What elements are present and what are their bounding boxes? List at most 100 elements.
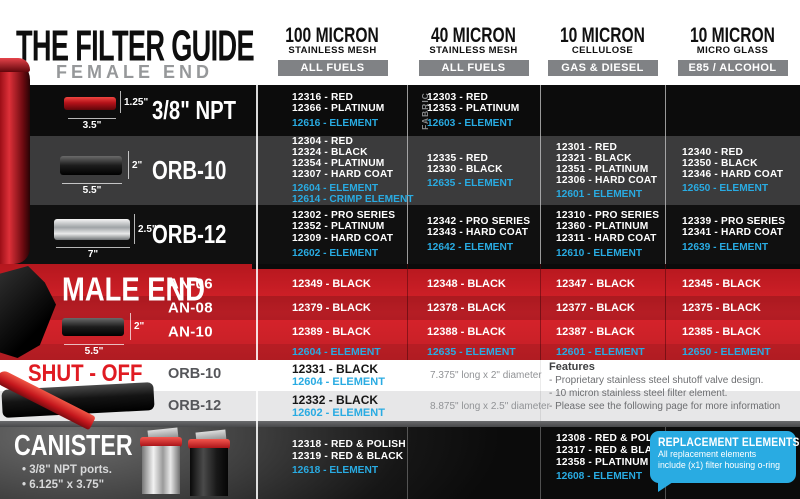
part-number: 12388 - BLACK bbox=[427, 326, 506, 338]
column-micron: 10 MICRON bbox=[690, 24, 775, 48]
row-label: ORB-10 bbox=[152, 155, 227, 185]
fabric-note: FABRIC bbox=[419, 91, 430, 130]
row-orb10: 2" 5.5" ORB-10 12304 - RED 12324 - BLACK 1… bbox=[0, 136, 800, 205]
dim-height-label: 1.25" bbox=[120, 91, 148, 113]
column-divider bbox=[407, 205, 408, 264]
element-numbers: 12616 - ELEMENT bbox=[292, 117, 379, 129]
replacement-body: All replacement elements bbox=[658, 449, 757, 460]
red-filter-photo bbox=[0, 58, 30, 264]
filter-body-image bbox=[64, 97, 116, 110]
column-header-10-micron-cellulose: 10 MICRON CELLULOSE GAS & DIESEL bbox=[540, 24, 665, 76]
section-separator bbox=[252, 264, 800, 269]
part-numbers: 12342 - PRO SERIES 12343 - HARD COAT bbox=[427, 215, 531, 239]
part-numbers: 12301 - RED 12321 - BLACK 12351 - PLATINUM… bbox=[556, 141, 658, 186]
filter-body-image bbox=[60, 156, 122, 175]
section-separator bbox=[0, 421, 800, 427]
cell-shutoff-orb12: 12332 - BLACK 12602 - ELEMENT bbox=[292, 391, 385, 421]
features-block: Features - Proprietary stainless steel s… bbox=[549, 361, 799, 413]
filter-body-image bbox=[62, 318, 124, 336]
part-number: 12377 - BLACK bbox=[556, 302, 635, 314]
column-micron: 40 MICRON bbox=[431, 24, 516, 48]
dim-height-label: 2.5" bbox=[134, 214, 157, 244]
part-number: 12349 - BLACK bbox=[292, 278, 371, 290]
column-divider bbox=[540, 391, 541, 421]
part-number: 12387 - BLACK bbox=[556, 326, 635, 338]
column-header-100-micron: 100 MICRON STAINLESS MESH ALL FUELS bbox=[258, 24, 407, 76]
orb12-filter-image: 2.5" 7" bbox=[40, 205, 190, 264]
cell-npt-40micron: FABRIC 12303 - RED 12353 - PLATINUM 12603… bbox=[407, 85, 540, 136]
row-an06: AN-06 12349 - BLACK 12348 - BLACK 12347 … bbox=[0, 272, 800, 296]
replacement-elements-callout: REPLACEMENT ELEMENTS All replacement ele… bbox=[650, 431, 800, 492]
element-numbers: 12639 - ELEMENT bbox=[682, 241, 769, 253]
page-title: THE FILTER GUIDE bbox=[16, 22, 255, 71]
cell-orb10-40micron: 12335 - RED 12330 - BLACK 12635 - ELEMENT bbox=[407, 136, 540, 205]
cell-npt-100micron: 12316 - RED 12366 - PLATINUM 12616 - ELEM… bbox=[258, 85, 407, 136]
row-label: ORB-12 bbox=[152, 219, 227, 249]
column-divider bbox=[407, 85, 408, 136]
row-label: AN-08 bbox=[168, 299, 213, 317]
canister-section: CANISTER • 3/8" NPT ports. • 6.125" x 3.7… bbox=[0, 427, 800, 499]
npt-filter-image: 1.25" 3.5" bbox=[50, 85, 180, 136]
dim-height-label: 2" bbox=[130, 313, 144, 340]
part-number: 12348 - BLACK bbox=[427, 278, 506, 290]
cell-canister-100micron: 12318 - RED & POLISH 12319 - RED & BLACK … bbox=[258, 427, 407, 489]
cell-shutoff-orb10: 12331 - BLACK 12604 - ELEMENT bbox=[292, 360, 385, 391]
element-numbers: 12608 - ELEMENT bbox=[556, 471, 643, 483]
part-number: 12385 - BLACK bbox=[682, 326, 761, 338]
male-filter-image: 2" 5.5" bbox=[48, 300, 188, 358]
canister-cap-image bbox=[188, 439, 230, 449]
element-number: 12635 - ELEMENT bbox=[427, 346, 516, 358]
dim-length-label: 7" bbox=[56, 247, 130, 260]
part-number: 12332 - BLACK bbox=[292, 392, 379, 407]
column-media: STAINLESS MESH bbox=[288, 45, 377, 56]
element-numbers: 12601 - ELEMENT bbox=[556, 188, 643, 200]
column-media: CELLULOSE bbox=[571, 45, 634, 56]
part-number: 12331 - BLACK bbox=[292, 362, 379, 376]
column-header-40-micron: 40 MICRON STAINLESS MESH ALL FUELS bbox=[407, 24, 540, 76]
part-numbers: 12339 - PRO SERIES 12341 - HARD COAT bbox=[682, 215, 786, 239]
dim-height-label: 2" bbox=[128, 151, 142, 179]
column-divider bbox=[407, 136, 408, 205]
part-number: 12379 - BLACK bbox=[292, 302, 371, 314]
row-label: ORB-12 bbox=[168, 398, 222, 414]
part-number: 12389 - BLACK bbox=[292, 326, 371, 338]
cell-orb10-cellulose: 12301 - RED 12321 - BLACK 12351 - PLATINUM… bbox=[540, 136, 665, 205]
column-divider bbox=[407, 264, 408, 360]
element-number: 12604 - ELEMENT bbox=[292, 376, 385, 388]
row-38-npt: 1.25" 3.5" 3/8" NPT 12316 - RED 12366 - P… bbox=[0, 85, 800, 136]
part-numbers: 12340 - RED 12350 - BLACK 12346 - HARD COA… bbox=[682, 147, 784, 180]
column-divider bbox=[540, 205, 541, 264]
replacement-title: REPLACEMENT ELEMENTS bbox=[658, 437, 800, 449]
part-numbers: 12316 - RED 12366 - PLATINUM bbox=[292, 91, 385, 115]
element-numbers: 12618 - ELEMENT bbox=[292, 465, 379, 477]
male-end-title: MALE END bbox=[62, 270, 206, 308]
part-numbers: 12304 - RED 12324 - BLACK 12354 - PLATINUM… bbox=[292, 136, 394, 180]
column-divider bbox=[665, 85, 666, 136]
element-number: 12601 - ELEMENT bbox=[556, 346, 645, 358]
cell-canister-cellulose: 12308 - RED & POLISH 12317 - RED & BLACK 1… bbox=[540, 427, 670, 489]
cell-orb12-100micron: 12302 - PRO SERIES 12352 - PLATINUM 12309 … bbox=[258, 205, 407, 264]
dim-length-label: 5.5" bbox=[64, 344, 124, 357]
cell-orb12-40micron: 12342 - PRO SERIES 12343 - HARD COAT 1264… bbox=[407, 205, 540, 264]
size-note: 7.375" long x 2" diameter bbox=[430, 370, 542, 381]
element-number: 12602 - ELEMENT bbox=[292, 406, 385, 419]
column-micron: 100 MICRON bbox=[285, 24, 380, 48]
part-number: 12375 - BLACK bbox=[682, 302, 761, 314]
fuel-badge: ALL FUELS bbox=[418, 60, 529, 76]
part-numbers: 12303 - RED 12353 - PLATINUM bbox=[427, 91, 520, 115]
row-an08: AN-08 12379 - BLACK 12378 - BLACK 12377 … bbox=[0, 296, 800, 320]
fuel-badge: E85 / ALCOHOL bbox=[677, 60, 788, 76]
column-micron: 10 MICRON bbox=[560, 24, 645, 48]
row-label: 3/8" NPT bbox=[152, 95, 237, 125]
cell-orb12-microglass: 12339 - PRO SERIES 12341 - HARD COAT 1263… bbox=[665, 205, 800, 264]
shutoff-title: SHUT - OFF bbox=[28, 360, 143, 387]
female-end-label: FEMALE END bbox=[56, 62, 213, 82]
column-divider bbox=[665, 205, 666, 264]
column-divider bbox=[665, 264, 666, 360]
row-male-elements: 12604 - ELEMENT 12635 - ELEMENT 12601 - … bbox=[0, 344, 800, 360]
column-divider bbox=[540, 136, 541, 205]
fuel-badge: ALL FUELS bbox=[277, 60, 388, 76]
filter-body-image bbox=[54, 219, 130, 240]
cell-orb10-100micron: 12304 - RED 12324 - BLACK 12354 - PLATINUM… bbox=[258, 136, 414, 205]
